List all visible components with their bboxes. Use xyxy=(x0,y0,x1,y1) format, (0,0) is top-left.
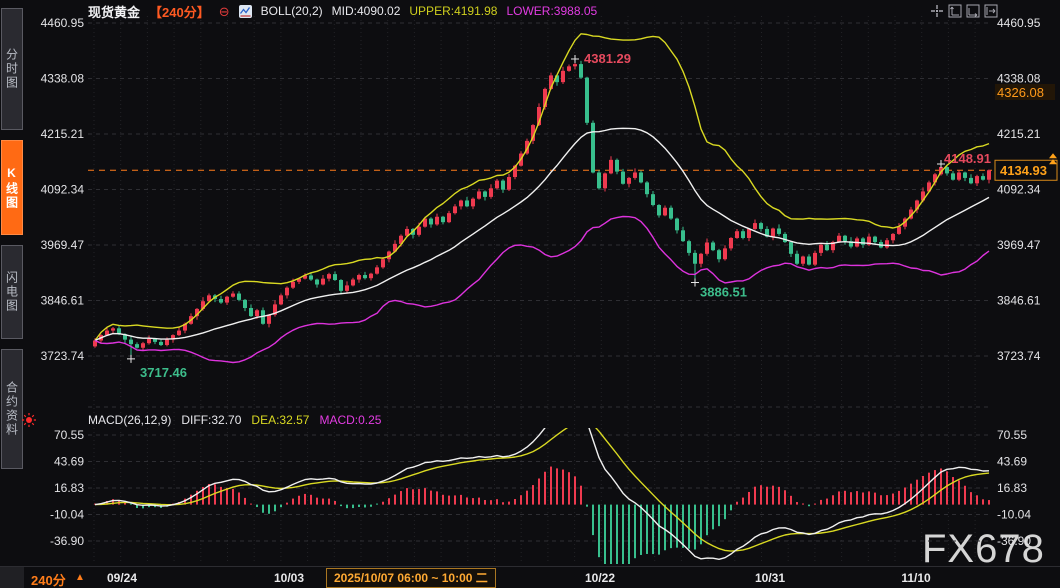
date-tick-label: 10/31 xyxy=(754,571,786,585)
svg-text:4092.34: 4092.34 xyxy=(997,183,1041,197)
macd-legend: MACD(26,12,9) DIFF:32.70 DEA:32.57 MACD:… xyxy=(88,413,381,427)
svg-text:16.83: 16.83 xyxy=(54,481,84,495)
period-up-arrow-icon[interactable]: ▲ xyxy=(75,572,85,583)
boll-mid-value: MID:4090.02 xyxy=(331,4,401,18)
instrument-title: 现货黄金 xyxy=(88,4,141,20)
axis-corner-cell xyxy=(0,567,24,588)
svg-text:3846.61: 3846.61 xyxy=(997,293,1041,307)
hovered-bar-datetime: 2025/10/07 06:00 ~ 10:00 二 xyxy=(326,568,496,588)
candlestick-series xyxy=(93,58,991,359)
current-price-value: 4134.93 xyxy=(1000,163,1047,178)
sidebar-tab-time-chart[interactable]: 分时图 xyxy=(1,8,23,130)
current-price-box xyxy=(994,159,1058,181)
svg-text:-10.04: -10.04 xyxy=(50,508,84,522)
boll-lower-value: LOWER:3988.05 xyxy=(506,4,598,18)
svg-text:-10.04: -10.04 xyxy=(997,508,1031,522)
time-axis-bar: 240分 ▲ 09/24 10/03 10/22 10/31 11/10 2025/10… xyxy=(0,566,1060,588)
macd-settings-label: MACD(26,12,9) xyxy=(88,413,172,427)
axis-labels: 4460.95 4460.95 4338.08 4338.08 4215.21 4215.… xyxy=(41,16,1041,548)
period-tag: 【240分】 xyxy=(149,4,210,20)
y-axis-zoom-icon[interactable] xyxy=(948,4,962,18)
extreme-marker-icon xyxy=(691,278,699,287)
svg-text:70.55: 70.55 xyxy=(997,428,1027,442)
date-tick-label: 09/24 xyxy=(106,571,138,585)
svg-text:3723.74: 3723.74 xyxy=(41,349,85,363)
extreme-marker-icon xyxy=(937,159,945,168)
svg-text:16.83: 16.83 xyxy=(997,481,1027,495)
chart-legend: 现货黄金 【240分】 ⊖ BOLL(20,2) MID:4090.02 UPP… xyxy=(88,2,597,20)
svg-text:4460.95: 4460.95 xyxy=(41,16,85,30)
svg-text:4215.21: 4215.21 xyxy=(997,127,1041,141)
macd-dea-value: DEA:32.57 xyxy=(251,413,310,427)
svg-text:43.69: 43.69 xyxy=(997,454,1027,468)
extreme-price-label: 4148.91 xyxy=(944,151,991,166)
diff-line xyxy=(94,428,990,560)
date-tick-label: 10/03 xyxy=(273,571,305,585)
svg-text:4338.08: 4338.08 xyxy=(997,72,1041,86)
jump-to-latest-icon[interactable] xyxy=(984,4,998,18)
svg-text:-36.90: -36.90 xyxy=(50,534,84,548)
svg-text:43.69: 43.69 xyxy=(54,454,84,468)
date-tick-label: 11/10 xyxy=(901,571,931,585)
extreme-price-label: 3717.46 xyxy=(140,365,187,380)
fx678-watermark: FX678 xyxy=(922,527,1045,571)
extreme-price-label: 4381.29 xyxy=(584,51,631,66)
chart-toolbar xyxy=(930,4,998,18)
x-axis-zoom-icon[interactable] xyxy=(966,4,980,18)
grid xyxy=(88,16,992,564)
price-annotations: 4381.29 3717.46 3886.51 4148.91 xyxy=(127,51,991,380)
sidebar-tab-kline-chart[interactable]: K线图 xyxy=(1,140,23,235)
extreme-marker-icon xyxy=(127,354,135,363)
sidebar-tab-contract-info[interactable]: 合约资料 xyxy=(1,349,23,469)
boll-bands xyxy=(94,33,990,364)
macd-diff-value: DIFF:32.70 xyxy=(181,413,242,427)
period-selector[interactable]: 240分 xyxy=(31,573,66,588)
right-axis-tags: 4326.08 4134.93 xyxy=(994,84,1058,181)
date-tick-label: 10/22 xyxy=(584,571,616,585)
svg-text:3723.74: 3723.74 xyxy=(997,349,1041,363)
boll-upper-value: UPPER:4191.98 xyxy=(409,4,498,18)
boll-lower-line xyxy=(94,215,990,364)
extreme-price-label: 3886.51 xyxy=(700,284,747,299)
svg-text:3969.47: 3969.47 xyxy=(997,238,1041,252)
sidebar: 分时图 K线图 闪电图 合约资料 xyxy=(0,0,24,566)
collapse-indicator-icon[interactable]: ⊖ xyxy=(218,3,230,19)
alert-icon[interactable] xyxy=(21,412,37,428)
macd-pane xyxy=(94,428,990,564)
boll-mid-line xyxy=(94,127,990,342)
scroll-to-latest-arrow-icon[interactable] xyxy=(1049,153,1057,165)
key-level-label: 4326.08 xyxy=(997,85,1044,100)
svg-text:70.55: 70.55 xyxy=(54,428,84,442)
sidebar-tab-lightning-chart[interactable]: 闪电图 xyxy=(1,245,23,339)
svg-text:3969.47: 3969.47 xyxy=(41,238,85,252)
dea-line xyxy=(94,428,990,552)
macd-hist-value: MACD:0.25 xyxy=(319,413,382,427)
svg-text:4092.34: 4092.34 xyxy=(41,183,85,197)
svg-text:4460.95: 4460.95 xyxy=(997,16,1041,30)
svg-text:4338.08: 4338.08 xyxy=(41,72,85,86)
crosshair-icon[interactable] xyxy=(930,4,944,18)
mini-chart-icon[interactable] xyxy=(238,4,252,18)
svg-text:4215.21: 4215.21 xyxy=(41,127,85,141)
boll-upper-line xyxy=(94,33,990,341)
boll-settings-label: BOLL(20,2) xyxy=(260,4,323,18)
svg-text:3846.61: 3846.61 xyxy=(41,293,85,307)
extreme-marker-icon xyxy=(571,54,579,63)
svg-text:-36.90: -36.90 xyxy=(997,534,1031,548)
